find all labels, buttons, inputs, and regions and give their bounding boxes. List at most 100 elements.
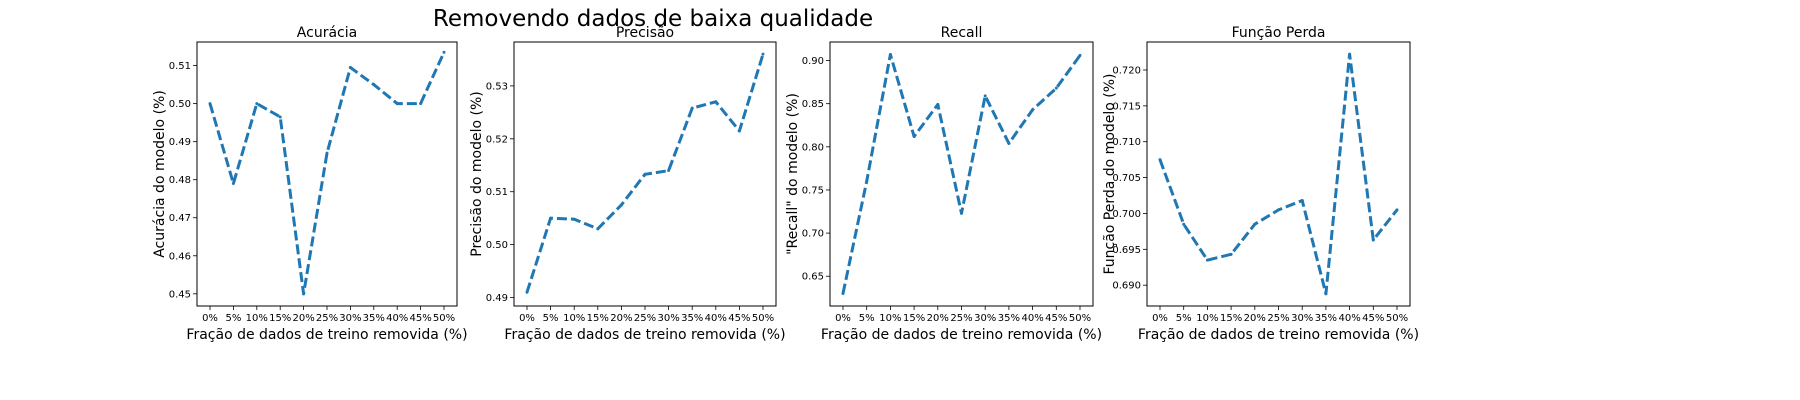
data-point: [983, 94, 987, 98]
data-point: [1253, 222, 1257, 226]
x-tick-label: 50%: [433, 313, 455, 324]
y-tick-label: 0.65: [802, 272, 824, 283]
data-point: [888, 53, 892, 57]
x-tick-label: 5%: [859, 313, 875, 324]
x-tick-label: 50%: [1386, 313, 1408, 324]
x-tick-label: 45%: [409, 313, 431, 324]
x-tick-label: 35%: [998, 313, 1020, 324]
x-axis-label: Fração de dados de treino removida (%): [186, 327, 467, 343]
data-point: [1031, 108, 1035, 112]
data-point: [865, 179, 869, 183]
x-tick-label: 0%: [202, 313, 218, 324]
x-tick-label: 45%: [1045, 313, 1067, 324]
data-point: [714, 100, 718, 104]
x-axis-label: Fração de dados de treino removida (%): [821, 327, 1102, 343]
x-tick-label: 30%: [339, 313, 361, 324]
data-point: [1348, 52, 1352, 56]
data-line: [841, 53, 1082, 294]
data-point: [912, 134, 916, 138]
data-point: [302, 292, 306, 296]
x-tick-label: 10%: [246, 313, 268, 324]
x-tick-label: 40%: [1338, 313, 1360, 324]
x-tick-label: 5%: [225, 313, 241, 324]
y-axis-label: "Recall" do modelo (%): [785, 93, 801, 255]
y-tick-label: 0.80: [802, 142, 824, 153]
data-point: [419, 102, 423, 106]
x-tick-label: 50%: [1069, 313, 1091, 324]
x-tick-label: 20%: [927, 313, 949, 324]
y-tick-label: 0.695: [1112, 245, 1141, 256]
y-axis-label: Acurácia do modelo (%): [152, 90, 168, 258]
y-tick-label: 0.90: [802, 56, 824, 67]
x-tick-label: 50%: [752, 313, 774, 324]
x-tick-label: 45%: [728, 313, 750, 324]
plot-frame: [829, 41, 1094, 307]
y-tick-label: 0.720: [1112, 65, 1141, 76]
data-point: [549, 216, 553, 220]
data-point: [1395, 208, 1399, 212]
x-tick-label: 15%: [587, 313, 609, 324]
y-tick-label: 0.75: [802, 185, 824, 196]
data-point: [643, 172, 647, 176]
data-point: [1158, 158, 1162, 162]
data-point: [231, 182, 235, 186]
data-point: [278, 115, 282, 119]
x-tick-label: 5%: [1176, 313, 1192, 324]
y-tick-label: 0.51: [169, 61, 191, 72]
y-tick-label: 0.715: [1112, 101, 1141, 112]
data-line: [1158, 52, 1399, 296]
x-tick-label: 25%: [1267, 313, 1289, 324]
y-tick-label: 0.49: [486, 293, 508, 304]
x-axis-label: Fração de dados de treino removida (%): [504, 327, 785, 343]
data-line: [208, 51, 446, 296]
data-point: [525, 290, 529, 294]
x-tick-label: 0%: [519, 313, 535, 324]
data-point: [1300, 199, 1304, 203]
x-tick-label: 35%: [1315, 313, 1337, 324]
x-tick-label: 40%: [705, 313, 727, 324]
data-point: [737, 129, 741, 133]
subplot-title: Função Perda: [1232, 25, 1326, 41]
data-point: [1078, 53, 1082, 57]
x-tick-label: 0%: [1152, 313, 1168, 324]
data-point: [1371, 238, 1375, 242]
data-point: [619, 203, 623, 207]
data-point: [442, 50, 446, 54]
data-point: [1277, 208, 1280, 212]
x-tick-label: 25%: [634, 313, 656, 324]
x-axis-label: Fração de dados de treino removida (%): [1138, 327, 1419, 343]
x-tick-label: 15%: [1220, 313, 1242, 324]
data-point: [960, 211, 963, 215]
y-tick-label: 0.50: [169, 99, 191, 110]
y-tick-label: 0.45: [169, 289, 191, 300]
data-point: [761, 52, 765, 56]
y-tick-label: 0.49: [169, 137, 191, 148]
x-tick-label: 15%: [903, 313, 925, 324]
data-point: [667, 169, 671, 173]
x-tick-label: 20%: [610, 313, 632, 324]
data-point: [255, 102, 259, 106]
data-point: [1324, 292, 1328, 296]
data-point: [372, 83, 376, 87]
x-tick-label: 5%: [543, 313, 559, 324]
y-tick-label: 0.53: [486, 81, 508, 92]
x-tick-label: 30%: [657, 313, 679, 324]
x-tick-label: 25%: [316, 313, 338, 324]
x-tick-label: 25%: [950, 313, 972, 324]
y-tick-label: 0.710: [1112, 137, 1141, 148]
y-tick-label: 0.70: [802, 229, 824, 240]
x-tick-label: 40%: [386, 313, 408, 324]
data-point: [690, 106, 694, 110]
y-tick-label: 0.46: [169, 251, 191, 262]
x-tick-label: 30%: [1291, 313, 1313, 324]
x-tick-label: 10%: [563, 313, 585, 324]
y-tick-label: 0.700: [1112, 209, 1141, 220]
data-point: [325, 151, 329, 155]
y-tick-label: 0.48: [169, 175, 191, 186]
x-tick-label: 10%: [1196, 313, 1218, 324]
x-tick-label: 35%: [363, 313, 385, 324]
data-point: [395, 102, 399, 106]
y-tick-label: 0.51: [486, 187, 508, 198]
subplot-1: Acurácia 0% 5% 10% 15% 20% 25% 30% 35% 40% 45% 50% 0…: [152, 25, 468, 343]
